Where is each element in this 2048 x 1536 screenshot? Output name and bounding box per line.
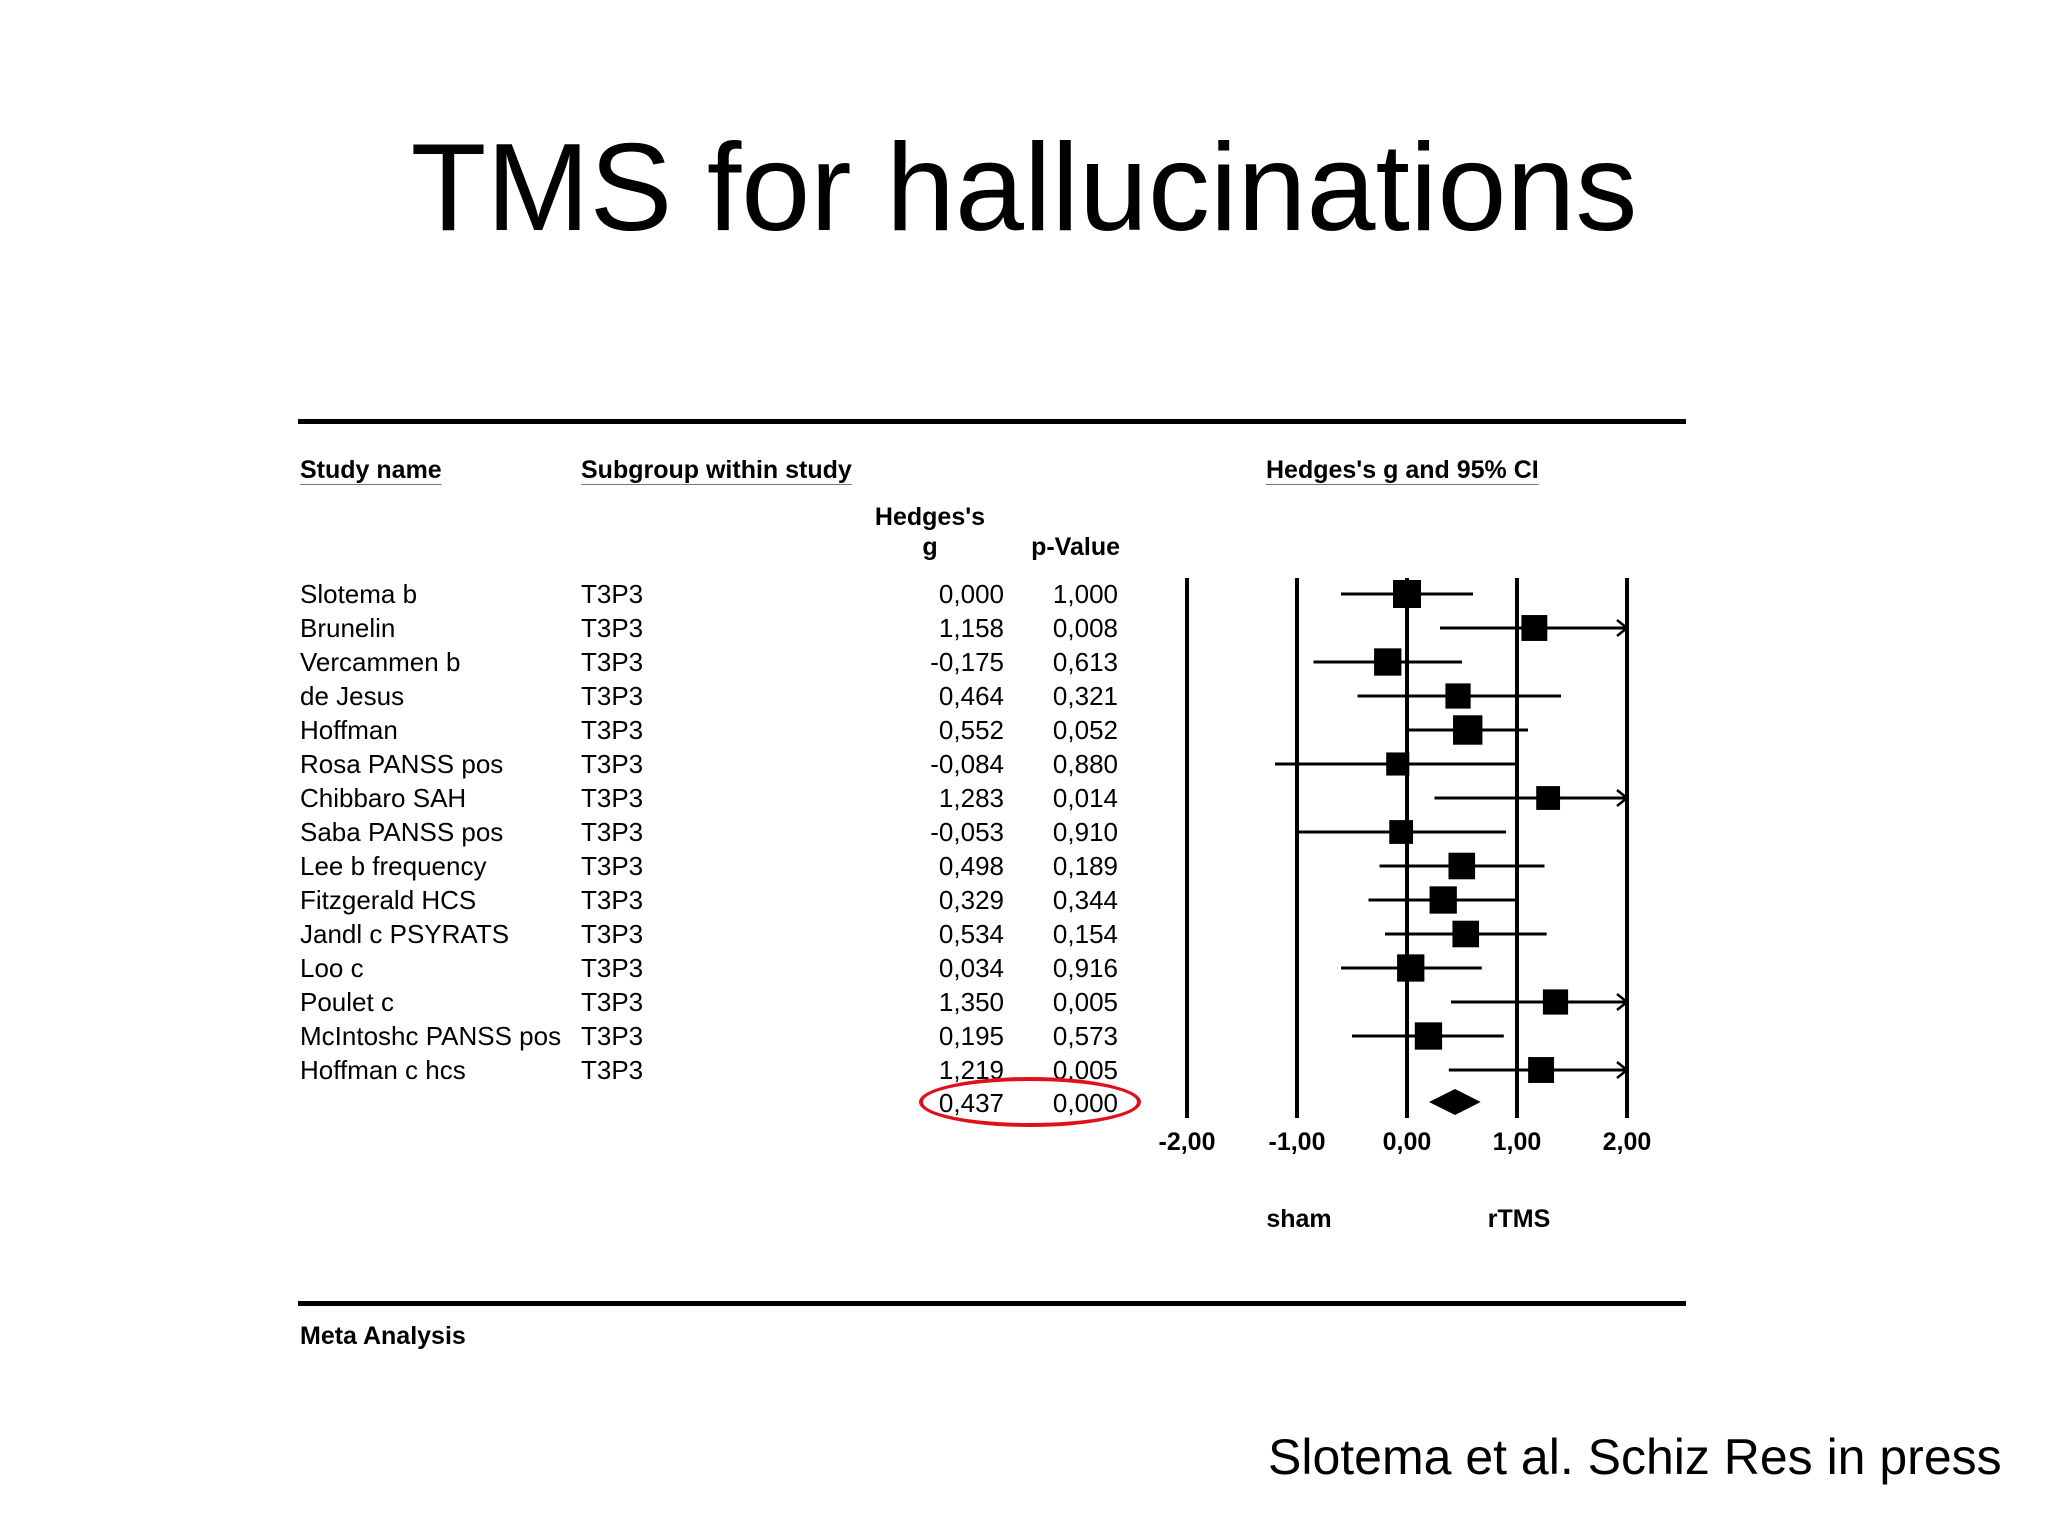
x-tick-label: 1,00 — [1492, 1128, 1542, 1156]
subgroup-cell: T3P3 — [581, 783, 644, 813]
hedges-g-cell: 0,552 — [938, 715, 1004, 745]
subgroup-cell: T3P3 — [581, 613, 644, 643]
bottom-rule — [298, 1301, 1686, 1306]
hedges-g-cell: 0,034 — [938, 953, 1004, 983]
subgroup-cell: T3P3 — [581, 715, 644, 745]
study-name-cell: Loo c — [300, 953, 364, 983]
study-name-cell: de Jesus — [300, 681, 405, 711]
header-p-value: p-Value — [1031, 533, 1120, 561]
study-name-cell: Fitzgerald HCS — [300, 885, 477, 915]
hedges-g-cell: -0,084 — [930, 749, 1004, 779]
study-name-cell: McIntoshc PANSS pos — [300, 1021, 562, 1051]
p-value-cell: 0,910 — [1052, 817, 1118, 847]
hedges-g-cell: 1,158 — [938, 613, 1004, 643]
effect-marker — [1453, 715, 1483, 745]
footer-meta-analysis: Meta Analysis — [300, 1322, 466, 1350]
subgroup-cell: T3P3 — [581, 579, 644, 609]
p-value-cell: 0,014 — [1052, 783, 1118, 813]
ci-arrow — [1616, 993, 1630, 1011]
study-name-cell: Slotema b — [300, 579, 418, 609]
header-hedges-ci: Hedges's g and 95% CI — [1266, 456, 1539, 484]
effect-marker — [1386, 752, 1410, 776]
subgroup-cell: T3P3 — [581, 681, 644, 711]
effect-marker — [1448, 852, 1476, 880]
ci-arrow — [1616, 789, 1630, 807]
p-value-cell: 0,189 — [1052, 851, 1118, 881]
subgroup-cell: T3P3 — [581, 1055, 644, 1085]
x-tick-label: 2,00 — [1602, 1128, 1652, 1156]
header-study-name: Study name — [300, 456, 442, 484]
header-hedges-g-line1: Hedges's — [874, 503, 986, 531]
study-name-cell: Jandl c PSYRATS — [300, 919, 510, 949]
p-value-cell: 0,008 — [1052, 613, 1118, 643]
hedges-g-cell: 0,464 — [938, 681, 1004, 711]
effect-marker — [1528, 1057, 1555, 1083]
hedges-g-cell: 0,534 — [938, 919, 1004, 949]
p-value-cell: 0,005 — [1052, 987, 1118, 1017]
ci-arrow — [1616, 1061, 1630, 1079]
effect-marker — [1521, 615, 1548, 641]
x-tick-label: -2,00 — [1158, 1128, 1216, 1156]
effect-marker — [1536, 786, 1561, 810]
p-value-cell: 0,880 — [1052, 749, 1118, 779]
hedges-g-cell: 1,350 — [938, 987, 1004, 1017]
hedges-g-cell: 0,195 — [938, 1021, 1004, 1051]
effect-marker — [1429, 886, 1457, 914]
header-subgroup: Subgroup within study — [581, 456, 852, 484]
subgroup-cell: T3P3 — [581, 953, 644, 983]
x-tick-label: -1,00 — [1268, 1128, 1326, 1156]
study-name-cell: Saba PANSS pos — [300, 817, 504, 847]
p-value-cell: 0,052 — [1052, 715, 1118, 745]
p-value-cell: 1,000 — [1052, 579, 1118, 609]
effect-marker — [1397, 954, 1425, 982]
subgroup-cell: T3P3 — [581, 851, 644, 881]
effect-marker — [1452, 920, 1480, 948]
header-hedges-g: Hedges's g — [860, 502, 1000, 562]
study-name-cell: Vercammen b — [300, 647, 461, 677]
summary-highlight-oval — [919, 1077, 1141, 1127]
subgroup-cell: T3P3 — [581, 919, 644, 949]
effect-marker — [1374, 648, 1402, 676]
hedges-g-cell: -0,175 — [930, 647, 1004, 677]
subgroup-cell: T3P3 — [581, 647, 644, 677]
p-value-cell: 0,573 — [1052, 1021, 1118, 1051]
study-name-cell: Lee b frequency — [300, 851, 487, 881]
slide-title: TMS for hallucinations — [410, 119, 1638, 257]
label-rtms: rTMS — [1487, 1205, 1551, 1233]
subgroup-cell: T3P3 — [581, 1021, 644, 1051]
p-value-cell: 0,916 — [1052, 953, 1118, 983]
summary-diamond — [1429, 1089, 1481, 1115]
p-value-cell: 0,344 — [1052, 885, 1118, 915]
study-name-cell: Hoffman — [300, 715, 398, 745]
study-name-cell: Poulet c — [300, 987, 394, 1017]
study-name-cell: Brunelin — [300, 613, 396, 643]
study-name-cell: Hoffman c hcs — [300, 1055, 466, 1085]
hedges-g-cell: 1,283 — [938, 783, 1004, 813]
study-name-cell: Rosa PANSS pos — [300, 749, 504, 779]
effect-marker — [1393, 580, 1421, 608]
p-value-cell: 0,613 — [1052, 647, 1118, 677]
hedges-g-cell: -0,053 — [930, 817, 1004, 847]
effect-marker — [1542, 989, 1569, 1015]
citation: Slotema et al. Schiz Res in press — [1268, 1429, 2002, 1485]
x-tick-label: 0,00 — [1382, 1128, 1432, 1156]
hedges-g-cell: 0,329 — [938, 885, 1004, 915]
top-rule — [298, 419, 1686, 424]
subgroup-cell: T3P3 — [581, 987, 644, 1017]
ci-arrow — [1616, 619, 1630, 637]
effect-marker — [1445, 683, 1471, 709]
subgroup-cell: T3P3 — [581, 817, 644, 847]
study-name-cell: Chibbaro SAH — [300, 783, 467, 813]
p-value-cell: 0,154 — [1052, 919, 1118, 949]
subgroup-cell: T3P3 — [581, 885, 644, 915]
label-sham: sham — [1266, 1205, 1332, 1233]
header-hedges-g-line2: g — [922, 533, 938, 561]
p-value-cell: 0,321 — [1052, 681, 1118, 711]
hedges-g-cell: 0,000 — [938, 579, 1004, 609]
hedges-g-cell: 0,498 — [938, 851, 1004, 881]
effect-marker — [1414, 1022, 1443, 1050]
subgroup-cell: T3P3 — [581, 749, 644, 779]
effect-marker — [1389, 820, 1414, 844]
